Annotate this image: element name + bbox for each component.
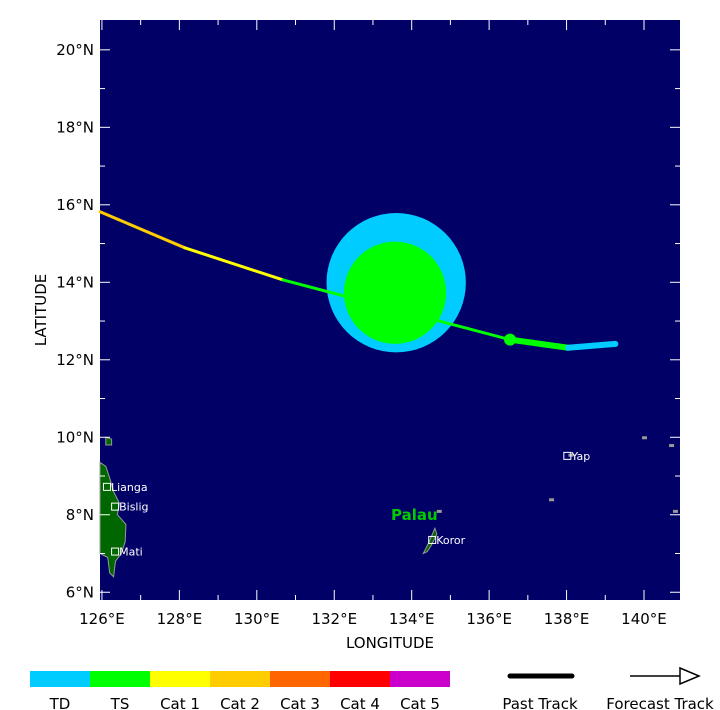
legend-swatch-cat-4 bbox=[330, 671, 390, 687]
legend-swatch-td bbox=[30, 671, 90, 687]
land-islet bbox=[436, 509, 442, 513]
land-islet bbox=[669, 444, 675, 448]
track-segment-past bbox=[507, 336, 572, 351]
city-label: Yap bbox=[570, 450, 590, 463]
region-label-palau: Palau bbox=[391, 506, 438, 524]
city-marker bbox=[428, 535, 437, 544]
land-siargao bbox=[105, 436, 113, 446]
legend-label: Cat 4 bbox=[340, 695, 380, 710]
legend-label: Cat 3 bbox=[280, 695, 320, 710]
land-islet bbox=[672, 509, 678, 513]
city-marker bbox=[111, 502, 120, 511]
legend-label: TS bbox=[110, 695, 130, 710]
track-segment-forecast bbox=[98, 210, 187, 250]
land-mindanao bbox=[99, 461, 127, 578]
lon-tick-label: 128°E bbox=[157, 610, 203, 628]
axis-ticks: 126°E 128°E 130°E 132°E 134°E 136°E 138°E 140°E… bbox=[56, 20, 680, 628]
legend-swatch-cat-5 bbox=[390, 671, 450, 687]
current-position-marker bbox=[504, 333, 517, 346]
lon-tick-label: 136°E bbox=[466, 610, 512, 628]
city-marker bbox=[102, 482, 111, 491]
legend-swatch-cat-3 bbox=[270, 671, 330, 687]
lat-tick-label: 14°N bbox=[56, 273, 94, 291]
lat-tick-label: 10°N bbox=[56, 428, 94, 446]
city-label: Bislig bbox=[119, 501, 148, 514]
city-label: Koror bbox=[436, 534, 465, 547]
legend-label: Cat 5 bbox=[400, 695, 440, 710]
lon-tick-label: 132°E bbox=[311, 610, 357, 628]
legend-label: Cat 1 bbox=[160, 695, 200, 710]
x-axis-label: LONGITUDE bbox=[346, 634, 434, 652]
city-marker bbox=[111, 547, 120, 556]
lat-tick-label: 6°N bbox=[66, 583, 94, 601]
lat-tick-label: 16°N bbox=[56, 196, 94, 214]
past-track-label: Past Track bbox=[502, 695, 578, 710]
forecast-track-label: Forecast Track bbox=[606, 695, 714, 710]
lat-tick-label: 12°N bbox=[56, 351, 94, 369]
lat-tick-label: 18°N bbox=[56, 118, 94, 136]
legend-swatch-cat-2 bbox=[210, 671, 270, 687]
legend-label: TD bbox=[49, 695, 71, 710]
lon-tick-label: 138°E bbox=[544, 610, 590, 628]
legend-label: Cat 2 bbox=[220, 695, 260, 710]
lat-tick-label: 8°N bbox=[66, 506, 94, 524]
lon-tick-label: 134°E bbox=[389, 610, 435, 628]
track-segment-forecast bbox=[281, 278, 512, 342]
cities-layer: Lianga Bislig Mati Koror Yap bbox=[102, 450, 590, 559]
city-marker bbox=[563, 451, 572, 460]
legend-swatch-ts bbox=[90, 671, 150, 687]
legend: TD TS Cat 1 Cat 2 Cat 3 Cat 4 Cat 5 bbox=[30, 671, 450, 710]
wind-radius-ts bbox=[343, 241, 447, 344]
storm-track bbox=[98, 210, 619, 351]
city-label: Mati bbox=[119, 546, 143, 559]
y-axis-label: LATITUDE bbox=[32, 274, 50, 347]
city-label: Lianga bbox=[111, 481, 148, 494]
land-islet bbox=[641, 436, 647, 440]
lon-tick-label: 130°E bbox=[234, 610, 280, 628]
wind-radii bbox=[326, 212, 466, 353]
lon-tick-label: 126°E bbox=[79, 610, 125, 628]
lat-tick-label: 20°N bbox=[56, 41, 94, 59]
legend-swatch-cat-1 bbox=[150, 671, 210, 687]
land-islet bbox=[549, 498, 555, 502]
lon-tick-label: 140°E bbox=[621, 610, 667, 628]
track-segment-forecast bbox=[183, 246, 285, 282]
arrow-icon bbox=[679, 666, 701, 686]
track-segment-past bbox=[565, 340, 619, 351]
